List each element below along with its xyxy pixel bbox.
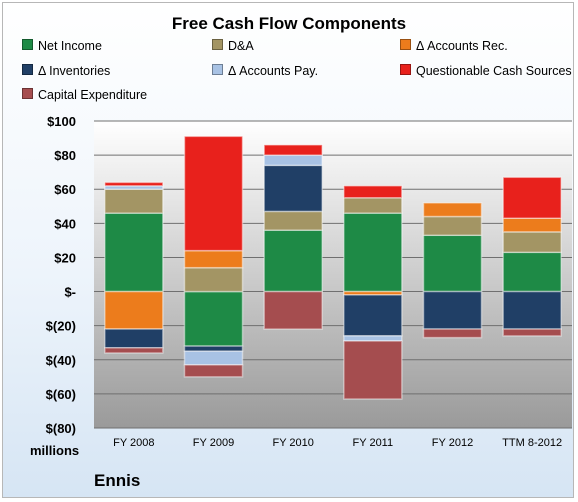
y-tick-label: $80 — [54, 148, 76, 163]
legend-swatch — [22, 88, 33, 99]
bar-segment — [422, 234, 483, 293]
legend-label: Net Income — [38, 39, 102, 53]
bar-segment — [104, 347, 164, 354]
y-tick-label: $(60) — [46, 387, 76, 402]
bar-segment — [183, 135, 244, 252]
bar-segment — [422, 290, 483, 330]
x-tick-label: TTM 8-2012 — [502, 437, 562, 449]
plot-area — [94, 121, 572, 428]
bar-segment — [343, 197, 403, 214]
y-tick-label: $(20) — [46, 319, 76, 334]
legend-label: Δ Accounts Rec. — [416, 39, 508, 53]
bar-segment — [263, 144, 323, 156]
bar-segment — [263, 290, 323, 330]
bar-segment — [502, 251, 562, 293]
y-tick-label: $40 — [54, 216, 76, 231]
legend-label: D&A — [228, 39, 254, 53]
x-tick-label: FY 2010 — [272, 437, 313, 449]
y-tick-label: $100 — [47, 114, 76, 129]
legend-label: Δ Inventories — [38, 64, 111, 78]
y-tick-label: $(40) — [46, 353, 76, 368]
bar-segment — [263, 210, 323, 231]
legend-item: D&A — [212, 39, 254, 53]
bar-segment — [502, 176, 562, 219]
bar-segment — [183, 364, 244, 378]
bar-segment — [183, 290, 244, 347]
bar-segment — [343, 290, 403, 296]
legend-item: Capital Expenditure — [22, 88, 147, 102]
bar-segment — [183, 345, 244, 352]
bar-segment — [422, 328, 483, 339]
x-tick-label: FY 2011 — [353, 437, 394, 449]
y-tick-label: $(80) — [46, 421, 76, 436]
bar-segment — [343, 212, 403, 293]
company-name: Ennis — [94, 471, 141, 490]
chart-title: Free Cash Flow Components — [171, 14, 407, 33]
bar-segment — [343, 294, 403, 337]
bar-segment — [104, 290, 164, 330]
bar-segment — [104, 188, 164, 214]
legend-item: Δ Accounts Pay. — [212, 64, 318, 78]
legend-swatch — [400, 64, 411, 75]
bar-segment — [183, 266, 244, 293]
bar-segment — [422, 202, 483, 218]
x-tick-label: FY 2008 — [113, 437, 154, 449]
legend-item: Net Income — [22, 39, 102, 53]
legend-label: Capital Expenditure — [38, 88, 148, 102]
y-tick-label: $- — [64, 285, 76, 300]
bar-segment — [422, 215, 483, 237]
x-tick-label: FY 2009 — [193, 437, 234, 449]
legend-item: Δ Inventories — [22, 64, 110, 78]
legend-label: Δ Accounts Pay. — [228, 64, 319, 78]
y-tick-label: $20 — [54, 250, 76, 265]
legend-swatch — [212, 39, 223, 50]
bar-segment — [263, 164, 323, 213]
bar-segment — [104, 328, 164, 349]
bar-segment — [343, 340, 403, 400]
legend-swatch — [212, 64, 223, 75]
legend-swatch — [22, 64, 33, 75]
bar-segment — [343, 185, 403, 199]
legend-item: Questionable Cash Sources — [400, 64, 572, 78]
bar-segment — [343, 335, 403, 342]
units-label: millions — [30, 443, 80, 458]
legend-swatch — [400, 39, 411, 50]
bar-segment — [104, 212, 164, 293]
bar-segment — [502, 231, 562, 254]
bar-segment — [183, 350, 244, 366]
legend-label: Questionable Cash Sources — [416, 64, 572, 78]
legend-item: Δ Accounts Rec. — [400, 39, 508, 53]
bar-segment — [183, 249, 244, 269]
bar-segment — [263, 154, 323, 167]
x-tick-label: FY 2012 — [432, 437, 473, 449]
y-tick-label: $60 — [54, 182, 76, 197]
bar-segment — [263, 229, 323, 293]
bar-segment — [502, 290, 562, 330]
legend-swatch — [22, 39, 33, 50]
bar-segment — [104, 181, 164, 187]
bar-segment — [502, 328, 562, 337]
bar-segment — [502, 217, 562, 233]
